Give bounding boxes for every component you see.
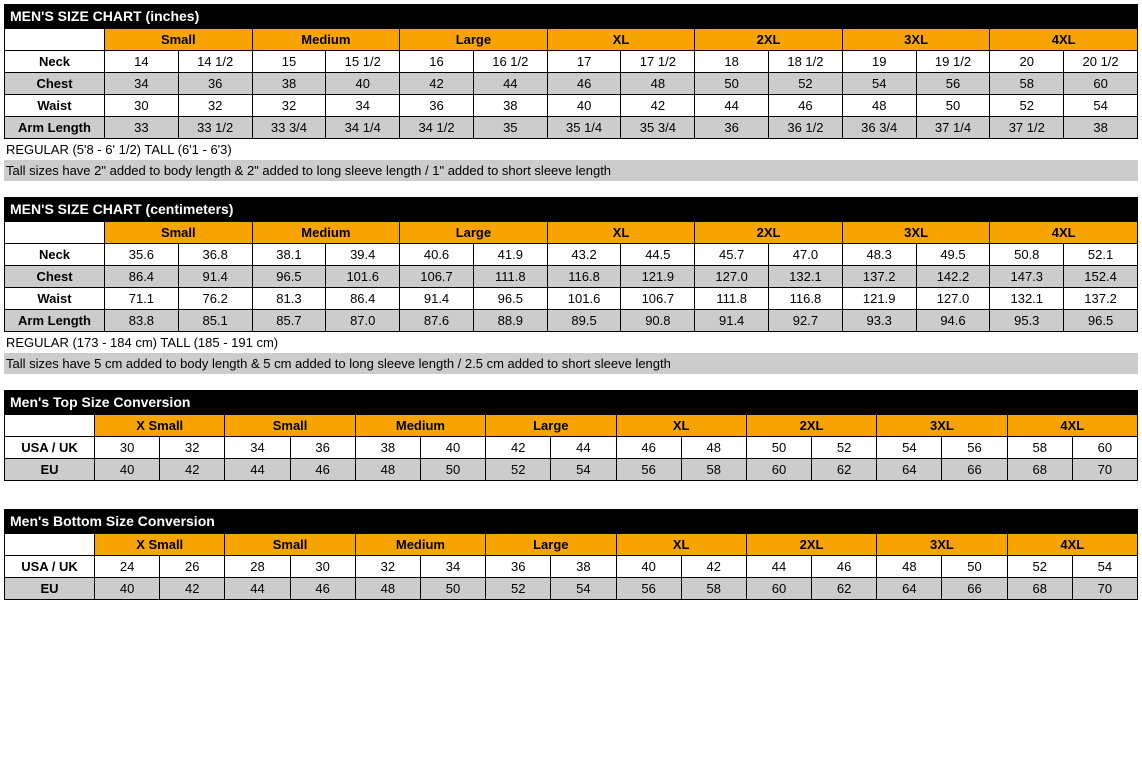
hdr-3xl: 3XL (842, 29, 990, 51)
row-waist-in: Waist 3032323436384042444648505254 (5, 95, 1138, 117)
row-bottom-eu: EU 40424446485052545658606264666870 (5, 578, 1138, 600)
title-top: Men's Top Size Conversion (4, 390, 1138, 414)
title-inches: MEN'S SIZE CHART (inches) (4, 4, 1138, 28)
size-chart-inches: MEN'S SIZE CHART (inches) Small Medium L… (4, 4, 1138, 181)
note-inches-1: REGULAR (5'8 - 6' 1/2) TALL (6'1 - 6'3) (4, 139, 1138, 160)
title-bottom: Men's Bottom Size Conversion (4, 509, 1138, 533)
row-bottom-usa: USA / UK 2426283032343638404244464850525… (5, 556, 1138, 578)
note-cm-1: REGULAR (173 - 184 cm) TALL (185 - 191 c… (4, 332, 1138, 353)
title-cm: MEN'S SIZE CHART (centimeters) (4, 197, 1138, 221)
row-arm-cm: Arm Length 83.885.185.787.087.688.989.59… (5, 310, 1138, 332)
table-bottom: X Small Small Medium Large XL 2XL 3XL 4X… (4, 533, 1138, 600)
row-chest-cm: Chest 86.491.496.5101.6106.7111.8116.812… (5, 266, 1138, 288)
hdr-2xl: 2XL (695, 29, 843, 51)
bottom-conversion: Men's Bottom Size Conversion X Small Sma… (4, 509, 1138, 600)
hdr-4xl: 4XL (990, 29, 1138, 51)
hdr-medium: Medium (252, 29, 400, 51)
table-inches: Small Medium Large XL 2XL 3XL 4XL Neck 1… (4, 28, 1138, 139)
row-neck-cm: Neck 35.636.838.139.440.641.943.244.545.… (5, 244, 1138, 266)
note-inches-2: Tall sizes have 2" added to body length … (4, 160, 1138, 181)
hdr-small: Small (105, 29, 253, 51)
row-arm-in: Arm Length 3333 1/233 3/434 1/434 1/2353… (5, 117, 1138, 139)
hdr-xl: XL (547, 29, 695, 51)
table-cm: Small Medium Large XL 2XL 3XL 4XL Neck 3… (4, 221, 1138, 332)
note-cm-2: Tall sizes have 5 cm added to body lengt… (4, 353, 1138, 374)
row-neck-in: Neck 1414 1/21515 1/21616 1/21717 1/2181… (5, 51, 1138, 73)
row-waist-cm: Waist 71.176.281.386.491.496.5101.6106.7… (5, 288, 1138, 310)
row-chest-in: Chest 3436384042444648505254565860 (5, 73, 1138, 95)
table-top: X Small Small Medium Large XL 2XL 3XL 4X… (4, 414, 1138, 481)
row-top-eu: EU 40424446485052545658606264666870 (5, 459, 1138, 481)
top-conversion: Men's Top Size Conversion X Small Small … (4, 390, 1138, 481)
size-chart-cm: MEN'S SIZE CHART (centimeters) Small Med… (4, 197, 1138, 374)
row-top-usa: USA / UK 3032343638404244464850525456586… (5, 437, 1138, 459)
hdr-large: Large (400, 29, 548, 51)
